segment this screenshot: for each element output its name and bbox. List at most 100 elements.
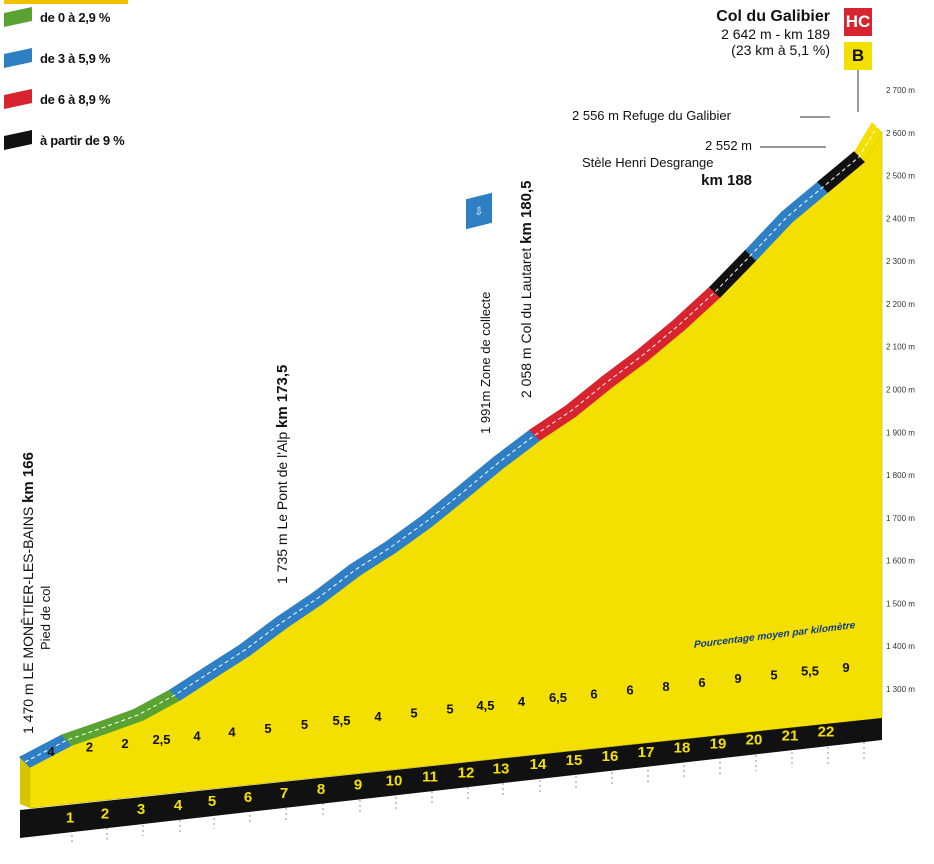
lautaret-label: 2 058 m Col du Lautaret km 180,5 <box>518 181 535 399</box>
altitude-tick-label: 1 400 m <box>886 642 915 651</box>
start-place: 1 470 m LE MONÊTIER-LES-BAINS <box>20 506 36 734</box>
lautaret-km: km 180,5 <box>518 180 535 244</box>
km-tick-label: 22 <box>818 723 835 740</box>
summit-altitude-km: 2 642 m - km 189 <box>721 26 830 42</box>
stele-altitude: 2 552 m <box>705 138 752 153</box>
legend-swatch-black <box>4 130 32 150</box>
road-center-dashes <box>24 126 878 763</box>
altitude-tick-label: 1 500 m <box>886 599 915 608</box>
km-tick-label: 9 <box>354 777 362 794</box>
km-tick-label: 5 <box>208 793 216 810</box>
gradient-label: 5 <box>264 721 271 736</box>
gradient-label: 6 <box>698 675 705 690</box>
gradient-label: 9 <box>734 671 741 686</box>
gradient-label: 4 <box>228 725 236 740</box>
chart-labels: 4 2 2 2,5 4 4 5 5 5,5 4 5 5 4,5 4 6,5 6 6 8 6 9 5 5,5 91 2 3 4 5 6 7… <box>47 70 915 826</box>
bonus-badge: B <box>844 42 872 70</box>
km-tick-label: 3 <box>137 801 145 818</box>
category-badge: HC <box>844 8 872 36</box>
gradient-label: 6,5 <box>549 690 567 705</box>
start-sub: Pied de col <box>38 585 53 650</box>
refuge-label: 2 556 m Refuge du Galibier <box>572 108 731 123</box>
legend-item-green: de 0 à 2,9 % <box>4 6 110 28</box>
km-tick-label: 16 <box>602 748 619 765</box>
altitude-tick-label: 2 500 m <box>886 172 915 181</box>
km-tick-label: 2 <box>101 805 109 822</box>
km-tick-label: 4 <box>174 797 183 814</box>
altitude-tick-label: 2 400 m <box>886 214 915 223</box>
start-label: 1 470 m LE MONÊTIER-LES-BAINS km 166 <box>20 452 37 734</box>
legend-top-bar <box>4 0 128 4</box>
legend-swatch-green <box>4 7 32 27</box>
altitude-tick-label: 1 900 m <box>886 428 915 437</box>
gradient-label: 5,5 <box>332 713 350 728</box>
km-tick-label: 15 <box>566 752 583 769</box>
profile-side-face <box>20 757 30 808</box>
gradient-label: 8 <box>662 679 669 694</box>
gradient-label: 4 <box>374 709 382 724</box>
altitude-tick-label: 1 600 m <box>886 557 915 566</box>
km-tick-label: 8 <box>317 781 325 798</box>
pont-km: km 173,5 <box>274 364 291 428</box>
legend-label: de 6 à 8,9 % <box>40 91 111 107</box>
km-tick-label: 13 <box>493 760 510 777</box>
km-tick-label: 19 <box>710 736 727 753</box>
pont-place: 1 735 m Le Pont de l'Alp <box>274 431 290 584</box>
altitude-tick-label: 2 000 m <box>886 386 915 395</box>
km-tick-label: 18 <box>674 740 691 757</box>
gradient-label: 4 <box>47 744 55 759</box>
km-tick-label: 17 <box>638 744 655 761</box>
gradient-label: 4 <box>193 728 201 743</box>
gradient-label: 5 <box>301 717 308 732</box>
gradient-label: 6 <box>626 683 633 698</box>
gradient-label: 9 <box>842 660 849 675</box>
km-tick-label: 21 <box>782 727 799 744</box>
start-km: km 166 <box>20 452 37 503</box>
km-tick-label: 7 <box>280 785 288 802</box>
gradient-label: 5 <box>446 702 453 717</box>
gradient-label: 4,5 <box>476 698 494 713</box>
altitude-tick-label: 1 800 m <box>886 471 915 480</box>
gradient-label: 2 <box>86 740 93 755</box>
legend-swatch-red <box>4 89 32 109</box>
road-segment-km-23 <box>817 151 865 193</box>
road-segments <box>18 126 878 768</box>
km-tick-label: 11 <box>422 768 438 785</box>
gradient-label: 5,5 <box>801 664 819 679</box>
altitude-tick-label: 2 100 m <box>886 343 915 352</box>
profile-base-band <box>20 718 882 838</box>
legend-swatch-blue <box>4 48 32 68</box>
summit-length-gradient: (23 km à 5,1 %) <box>731 42 830 58</box>
summit-name: Col du Galibier <box>716 8 830 25</box>
legend-item-black: à partir de 9 % <box>4 129 125 151</box>
legend-item-blue: de 3 à 5,9 % <box>4 47 110 69</box>
legend-label: à partir de 9 % <box>40 132 125 148</box>
legend-label: de 0 à 2,9 % <box>40 9 111 25</box>
gradient-label: 2,5 <box>152 732 170 747</box>
gradient-label: 2 <box>121 736 128 751</box>
gradient-label: 5 <box>770 667 777 682</box>
stele-name: Stèle Henri Desgrange <box>582 155 714 170</box>
km-tick-label: 14 <box>530 756 547 773</box>
altitude-tick-label: 1 300 m <box>886 685 915 694</box>
legend-item-red: de 6 à 8,9 % <box>4 88 110 110</box>
km-tick-label: 10 <box>386 772 403 789</box>
lautaret-place: 2 058 m Col du Lautaret <box>518 247 534 398</box>
gradient-label: 5 <box>410 705 417 720</box>
km-tick-label: 20 <box>746 732 763 749</box>
pont-label: 1 735 m Le Pont de l'Alp km 173,5 <box>274 365 291 584</box>
km-tick-label: 12 <box>458 764 475 781</box>
altitude-tick-label: 1 700 m <box>886 514 915 523</box>
stele-km: km 188 <box>701 172 752 189</box>
altitude-tick-label: 2 200 m <box>886 300 915 309</box>
km-tick-label: 1 <box>66 809 74 826</box>
zone-label: 1 991m Zone de collecte <box>478 291 493 434</box>
summit-info: Col du Galibier 2 642 m - km 189 (23 km … <box>640 8 830 58</box>
altitude-tick-label: 2 600 m <box>886 129 915 138</box>
altitude-tick-label: 2 700 m <box>886 86 915 95</box>
gradient-label: 4 <box>518 694 526 709</box>
km-tick-label: 6 <box>244 789 252 806</box>
legend-label: de 3 à 5,9 % <box>40 50 111 66</box>
altitude-tick-label: 2 300 m <box>886 257 915 266</box>
